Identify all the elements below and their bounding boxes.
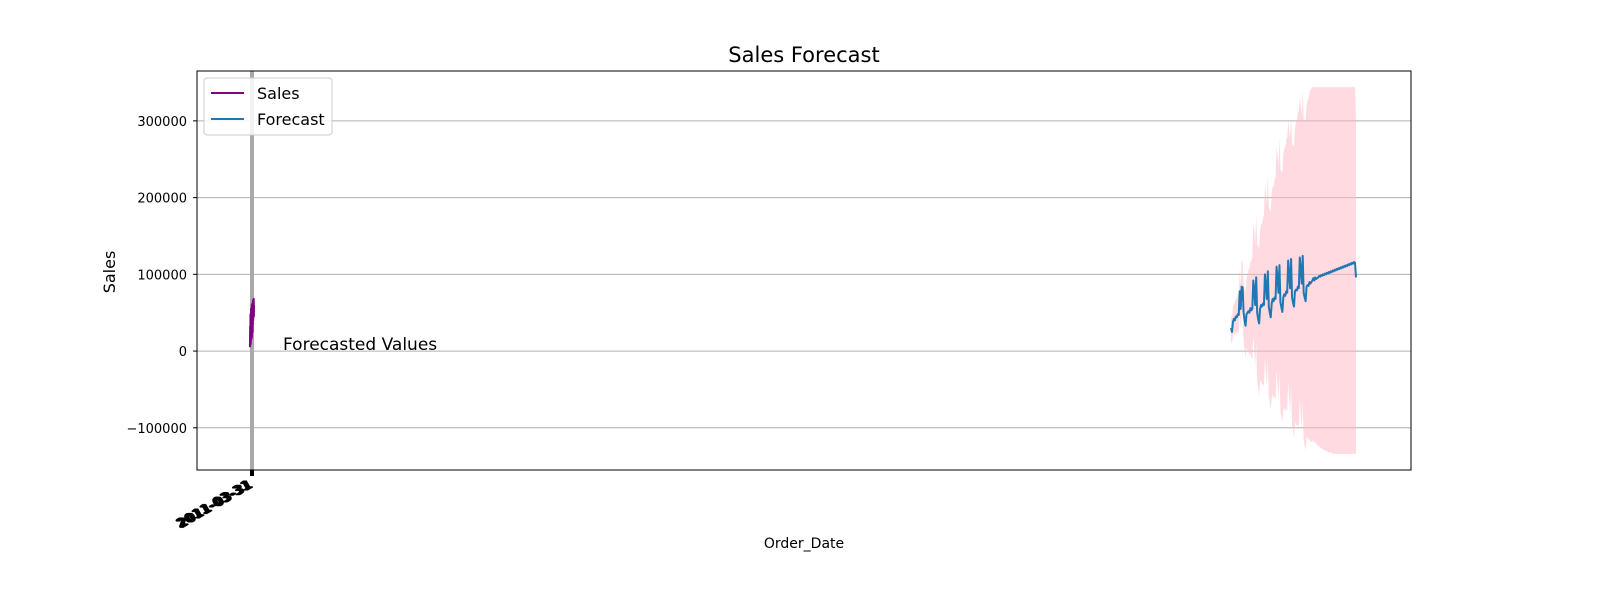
- legend-label-forecast: Forecast: [257, 110, 325, 129]
- forecast-annotation: Forecasted Values: [283, 335, 437, 355]
- y-axis-ticks: −100000 0 100000 200000 300000: [126, 115, 197, 437]
- y-axis-label: Sales: [100, 251, 119, 294]
- legend-label-sales: Sales: [257, 84, 300, 103]
- y-tick-label: 200000: [137, 192, 187, 207]
- forecast-series-line: [1230, 254, 1357, 333]
- sales-series-line: [249, 297, 255, 348]
- y-tick-label: 100000: [137, 268, 187, 283]
- legend: Sales Forecast: [203, 77, 333, 136]
- grid-lines: [197, 120, 1411, 429]
- y-tick-label: −100000: [126, 422, 187, 437]
- x-tick-label: 2011-03-31: [176, 477, 256, 532]
- plot-frame: [196, 70, 1412, 471]
- chart-title: Sales Forecast: [728, 43, 879, 67]
- forecast-confidence-band: [1231, 87, 1356, 454]
- x-tick-mark: [250, 470, 254, 476]
- x-axis-label: Order_Date: [764, 536, 844, 552]
- confidence-band-area: [1231, 87, 1356, 454]
- series-lines: [249, 254, 1357, 348]
- y-tick-label: 300000: [137, 115, 187, 130]
- y-tick-label: 0: [179, 345, 187, 360]
- plot-area: [196, 70, 1412, 471]
